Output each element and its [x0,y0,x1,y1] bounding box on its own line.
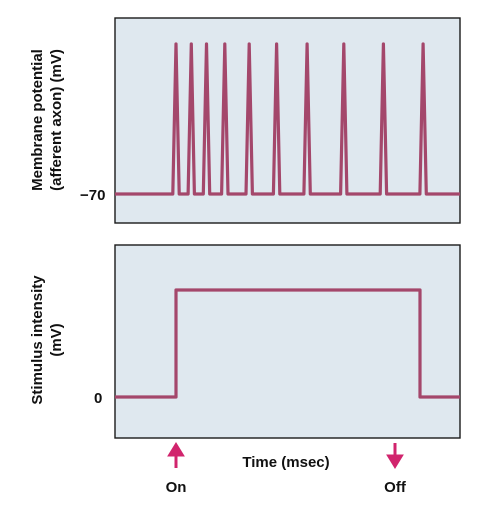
x-axis-label: Time (msec) [242,454,329,471]
up-arrow-icon [167,442,185,468]
stimulus-intensity-trace [115,288,460,399]
membrane-potential-trace [115,42,460,196]
on-marker: On [166,442,187,496]
stimulus-intensity-ylabel-line2: (mV) [48,323,65,356]
membrane-potential-ylabel-line2: (afferent axon) (mV) [48,49,65,191]
membrane-potential-tick-label: −70 [80,187,105,204]
off-label: Off [384,479,407,496]
on-label: On [166,479,187,496]
stimulus-intensity-plot-area [114,244,461,439]
stimulus-intensity-ylabel-line1: Stimulus intensity [29,275,46,405]
down-arrow-icon [386,443,404,469]
membrane-potential-panel: Membrane potential (afferent axon) (mV) … [29,17,461,224]
stimulus-intensity-panel: Stimulus intensity (mV) 0 [29,244,461,439]
off-marker: Off [384,443,407,496]
membrane-potential-plot-area [114,17,461,224]
stimulus-intensity-tick-label: 0 [94,390,102,407]
membrane-potential-ylabel-line1: Membrane potential [29,49,46,191]
